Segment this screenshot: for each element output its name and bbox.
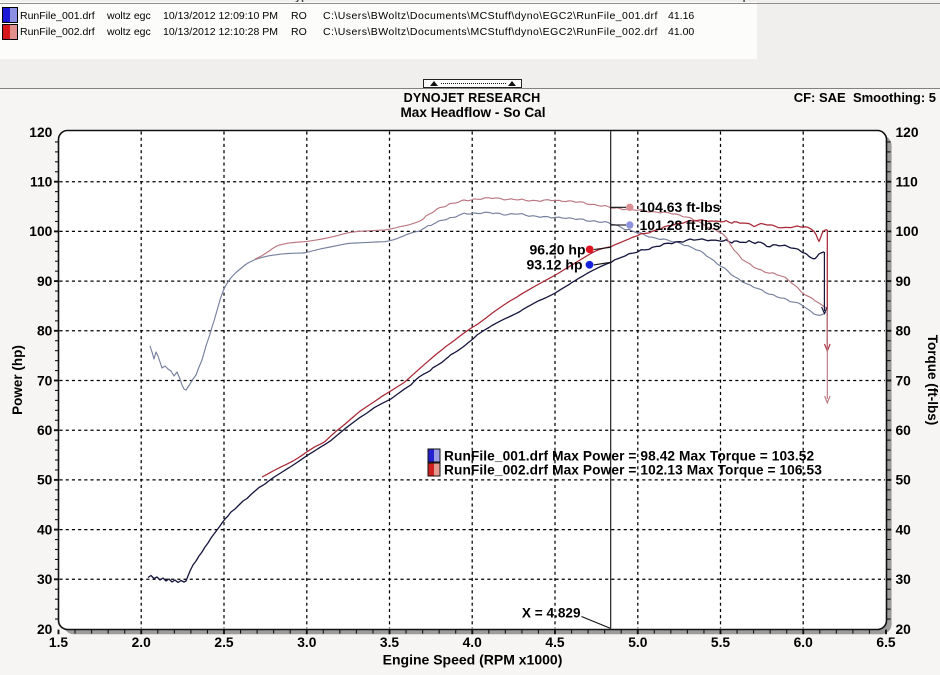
svg-text:3.5: 3.5 [380, 635, 400, 650]
svg-text:CF: SAE Smoothing: 5: CF: SAE Smoothing: 5 [794, 90, 936, 105]
svg-text:3.0: 3.0 [297, 635, 317, 650]
svg-text:1.5: 1.5 [49, 635, 69, 650]
svg-text:2.0: 2.0 [132, 635, 152, 650]
svg-text:4.0: 4.0 [463, 635, 483, 650]
svg-text:30: 30 [37, 572, 53, 587]
svg-text:Max Headflow - So Cal: Max Headflow - So Cal [400, 105, 545, 120]
svg-text:120: 120 [896, 125, 919, 140]
svg-text:90: 90 [37, 274, 53, 289]
svg-text:70: 70 [896, 373, 912, 388]
svg-text:110: 110 [896, 175, 919, 190]
svg-text:40: 40 [37, 522, 53, 537]
svg-text:50: 50 [896, 473, 912, 488]
svg-text:Engine Speed (RPM x1000): Engine Speed (RPM x1000) [383, 652, 563, 668]
svg-text:93.12 hp: 93.12 hp [526, 257, 582, 273]
svg-text:20: 20 [896, 622, 912, 637]
svg-text:6.0: 6.0 [794, 635, 814, 650]
svg-text:Torque (ft-lbs): Torque (ft-lbs) [925, 335, 940, 425]
svg-text:104.63 ft-lbs: 104.63 ft-lbs [640, 199, 721, 215]
svg-text:5.5: 5.5 [711, 635, 731, 650]
svg-text:X = 4.829: X = 4.829 [522, 606, 581, 621]
svg-text:60: 60 [37, 423, 53, 438]
svg-text:5.0: 5.0 [628, 635, 648, 650]
svg-text:6.5: 6.5 [876, 635, 896, 650]
svg-text:20: 20 [37, 622, 53, 637]
svg-text:60: 60 [896, 423, 912, 438]
svg-text:90: 90 [896, 274, 912, 289]
svg-text:120: 120 [29, 125, 52, 140]
svg-text:RunFile_002.drf Max Power = 10: RunFile_002.drf Max Power = 102.13 Max T… [444, 462, 822, 477]
svg-text:70: 70 [37, 373, 53, 388]
svg-text:96.20 hp: 96.20 hp [529, 241, 585, 257]
svg-text:101.28 ft-lbs: 101.28 ft-lbs [640, 217, 721, 233]
svg-text:50: 50 [37, 473, 53, 488]
svg-text:80: 80 [37, 324, 53, 339]
svg-text:30: 30 [896, 572, 912, 587]
svg-text:100: 100 [29, 224, 52, 239]
svg-text:2.5: 2.5 [214, 635, 234, 650]
svg-text:80: 80 [896, 324, 912, 339]
svg-text:100: 100 [896, 224, 919, 239]
svg-text:40: 40 [896, 522, 912, 537]
svg-text:DYNOJET RESEARCH: DYNOJET RESEARCH [404, 91, 541, 105]
svg-text:110: 110 [30, 175, 53, 190]
svg-text:Power (hp): Power (hp) [10, 345, 25, 415]
svg-text:RunFile_001.drf Max Power = 98: RunFile_001.drf Max Power = 98.42 Max To… [444, 449, 814, 464]
svg-text:4.5: 4.5 [545, 635, 565, 650]
